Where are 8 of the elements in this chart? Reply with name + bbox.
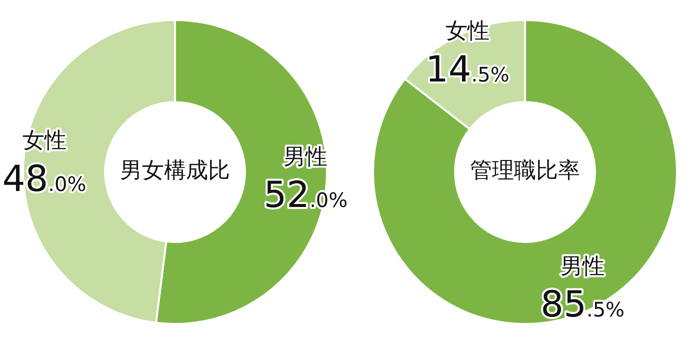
- slice-label: 男性: [560, 254, 605, 280]
- slice-label: 女性: [445, 19, 490, 44]
- data-label: 48.0%: [2, 158, 86, 200]
- data-label: 85.5%: [540, 284, 625, 326]
- slice-label: 女性: [22, 128, 66, 154]
- text: 男女構成比: [120, 158, 230, 184]
- data-label: 14.5%: [425, 49, 510, 90]
- text: 管理職比率: [470, 158, 580, 184]
